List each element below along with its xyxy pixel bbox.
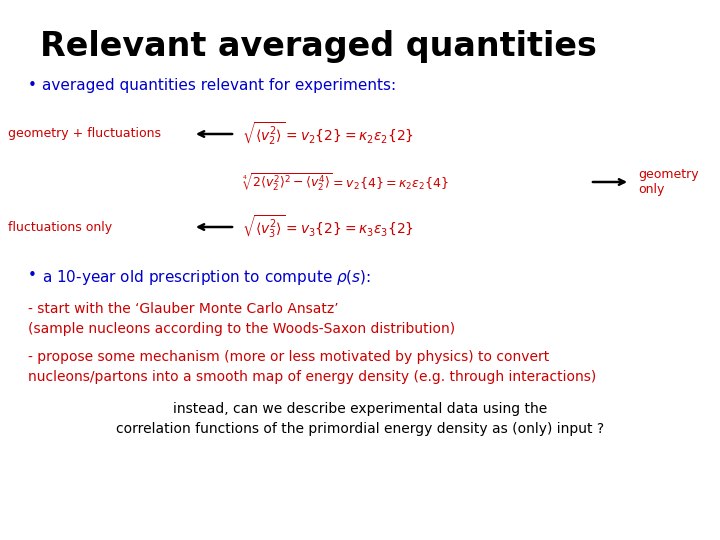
- Text: $\sqrt[4]{2\langle v_2^2 \rangle^2 - \langle v_2^4 \rangle} = v_2\{4\} = \kappa_: $\sqrt[4]{2\langle v_2^2 \rangle^2 - \la…: [242, 171, 449, 193]
- Text: - start with the ‘Glauber Monte Carlo Ansatz’: - start with the ‘Glauber Monte Carlo An…: [28, 302, 338, 316]
- Text: Relevant averaged quantities: Relevant averaged quantities: [40, 30, 597, 63]
- Text: •: •: [28, 78, 37, 93]
- Text: a 10-year old prescription to compute $\rho(s)$:: a 10-year old prescription to compute $\…: [42, 268, 371, 287]
- Text: $\sqrt{\langle v_2^2 \rangle} = v_2\{2\} = \kappa_2 \varepsilon_2\{2\}$: $\sqrt{\langle v_2^2 \rangle} = v_2\{2\}…: [242, 121, 414, 147]
- Text: instead, can we describe experimental data using the: instead, can we describe experimental da…: [173, 402, 547, 416]
- Text: - propose some mechanism (more or less motivated by physics) to convert: - propose some mechanism (more or less m…: [28, 350, 549, 364]
- Text: geometry + fluctuations: geometry + fluctuations: [8, 127, 161, 140]
- Text: fluctuations only: fluctuations only: [8, 220, 112, 233]
- Text: averaged quantities relevant for experiments:: averaged quantities relevant for experim…: [42, 78, 396, 93]
- Text: nucleons/partons into a smooth map of energy density (e.g. through interactions): nucleons/partons into a smooth map of en…: [28, 370, 596, 384]
- Text: (sample nucleons according to the Woods-Saxon distribution): (sample nucleons according to the Woods-…: [28, 322, 455, 336]
- Text: $\sqrt{\langle v_3^2 \rangle} = v_3\{2\} = \kappa_3 \varepsilon_3\{2\}$: $\sqrt{\langle v_3^2 \rangle} = v_3\{2\}…: [242, 214, 414, 240]
- Text: geometry
only: geometry only: [638, 168, 698, 196]
- Text: correlation functions of the primordial energy density as (only) input ?: correlation functions of the primordial …: [116, 422, 604, 436]
- Text: •: •: [28, 268, 37, 283]
